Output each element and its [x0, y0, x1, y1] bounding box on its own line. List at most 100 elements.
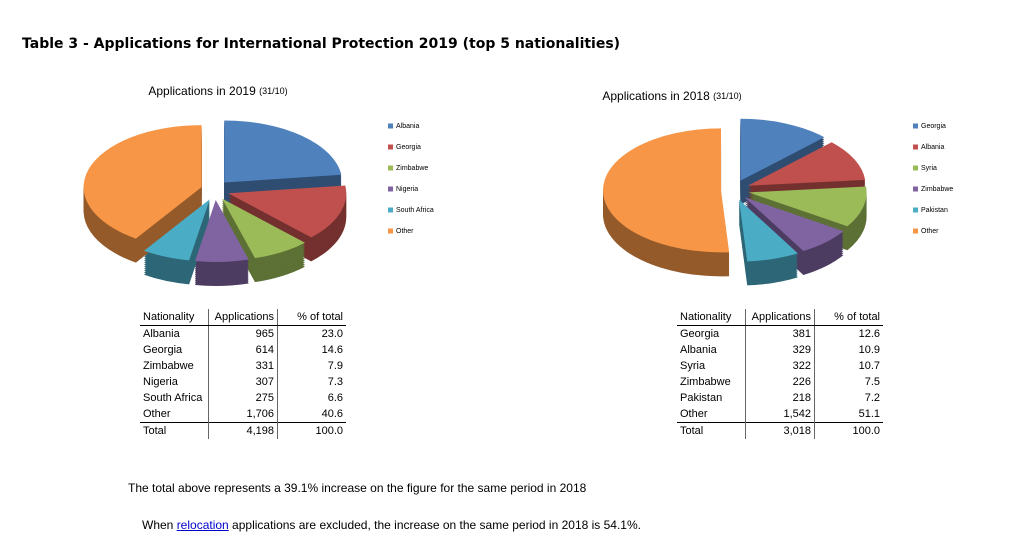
table-cell: 10.9 [814, 342, 883, 358]
table-cell: Zimbabwe [143, 360, 194, 372]
table-cell: Nationality [140, 309, 209, 326]
legend-label: Syria [921, 165, 937, 172]
table-cell: 322 [745, 358, 815, 374]
table-cell: 3,018 [745, 422, 815, 439]
table-cell: 51.1 [814, 406, 883, 423]
table-cell: 1,706 [208, 406, 278, 423]
table-row: Albania 965 23.0 [140, 325, 346, 342]
legend-swatch [388, 207, 393, 213]
table-cell: Total [140, 422, 209, 439]
legend-label: Other [921, 228, 939, 235]
legend-swatch [913, 165, 918, 171]
table-cell: 7.9 [277, 358, 346, 374]
table-row: Georgia 381 12.6 [677, 325, 883, 342]
table-cell: 7.2 [814, 390, 883, 406]
pie-slice [748, 186, 867, 227]
table-row: Nationality Applications% of total [140, 309, 346, 326]
pie-slice [224, 120, 342, 183]
table-cell: 218 [745, 390, 815, 406]
note: The total above represents a 39.1% incre… [128, 481, 587, 495]
table-cell: Total [677, 422, 746, 439]
legend-swatch [388, 123, 393, 129]
table-row: Zimbabwe 226 7.5 [677, 374, 883, 390]
pie-slice [83, 125, 202, 239]
legend-swatch [388, 144, 393, 150]
table-cell: % of total [814, 309, 883, 326]
table-cell: Other [143, 408, 171, 420]
legend-swatch [388, 165, 393, 171]
table-cell: Pakistan [680, 392, 723, 404]
legend-swatch [388, 186, 393, 192]
pie-slice [222, 198, 306, 259]
note-text: When [142, 518, 177, 532]
table-row: Albania 329 10.9 [677, 342, 883, 358]
table-row: Other 1,542 51.1 [677, 406, 883, 423]
table-cell: 226 [745, 374, 815, 390]
charts: Applications in 2019 (31/10) Albania Georg… [83, 84, 953, 286]
pie-slice [744, 197, 844, 252]
legend-label: Albania [396, 123, 419, 130]
table-cell: 23.0 [277, 325, 346, 342]
pie-slice [740, 118, 825, 181]
table-cell: 965 [208, 325, 278, 342]
table-cell: 1,542 [745, 406, 815, 423]
table-row: Pakistan 218 7.2 [677, 390, 883, 406]
legend-label: Other [396, 228, 414, 235]
legend-swatch [913, 207, 918, 213]
chart-title: Applications in 2019 (31/10) [148, 84, 287, 98]
pie-slice [195, 199, 249, 262]
table-cell: 100.0 [814, 422, 883, 439]
table-row: Nigeria 307 7.3 [140, 374, 346, 390]
page-title: Table 3 - Applications for International… [22, 36, 621, 52]
table-cell: 100.0 [277, 422, 346, 439]
chart-date-note: (31/10) [713, 91, 742, 101]
table-cell: 275 [208, 390, 278, 406]
legend-swatch [913, 123, 918, 129]
legend-label: South Africa [396, 207, 434, 214]
table-cell: 40.6 [277, 406, 346, 423]
note: When relocation applications are exclude… [142, 518, 641, 532]
pie-slice [144, 199, 210, 261]
table-cell: 12.6 [814, 325, 883, 342]
legend-label: Zimbabwe [921, 186, 953, 193]
table-row: Total 4,198 100.0 [140, 422, 346, 439]
data-table: Nationality Applications% of total Georgia… [677, 309, 883, 439]
table-cell: Applications [208, 309, 278, 326]
table-cell: Albania [680, 344, 717, 356]
table-cell: 307 [208, 374, 278, 390]
table-cell: Applications [745, 309, 815, 326]
table-cell: Nationality [677, 309, 746, 326]
chart-title-text: Applications in 2018 [602, 89, 710, 103]
table-cell: 331 [208, 358, 278, 374]
note-text: applications are excluded, the increase … [228, 518, 641, 532]
chart-date-note: (31/10) [259, 86, 288, 96]
legend-swatch [388, 228, 393, 234]
table-cell: Syria [680, 360, 706, 372]
table-row: Syria 322 10.7 [677, 358, 883, 374]
table-cell: 329 [745, 342, 815, 358]
table-cell: 4,198 [208, 422, 278, 439]
legend-swatch [913, 228, 918, 234]
table-row: Nationality Applications% of total [677, 309, 883, 326]
table-row: Other 1,706 40.6 [140, 406, 346, 423]
table-row: Georgia 614 14.6 [140, 342, 346, 358]
table-cell: 7.3 [277, 374, 346, 390]
relocation-link[interactable]: relocation [176, 518, 229, 532]
chart-title: Applications in 2018 (31/10) [602, 89, 741, 103]
table-cell: Georgia [143, 344, 183, 356]
legend-label: Zimbabwe [396, 165, 428, 172]
table-cell: Albania [143, 328, 180, 340]
table-row: South Africa 275 6.6 [140, 390, 346, 406]
pie-slice [603, 128, 730, 253]
pie-slice [747, 142, 866, 186]
table-row: Total 3,018 100.0 [677, 422, 883, 439]
legend-swatch [913, 144, 918, 150]
table-cell: 7.5 [814, 374, 883, 390]
table-cell: Georgia [680, 328, 720, 340]
table-cell: Nigeria [143, 376, 178, 388]
pie-slice [739, 199, 798, 262]
legend-label: Albania [921, 144, 944, 151]
table-cell: 14.6 [277, 342, 346, 358]
table-cell: 381 [745, 325, 815, 342]
